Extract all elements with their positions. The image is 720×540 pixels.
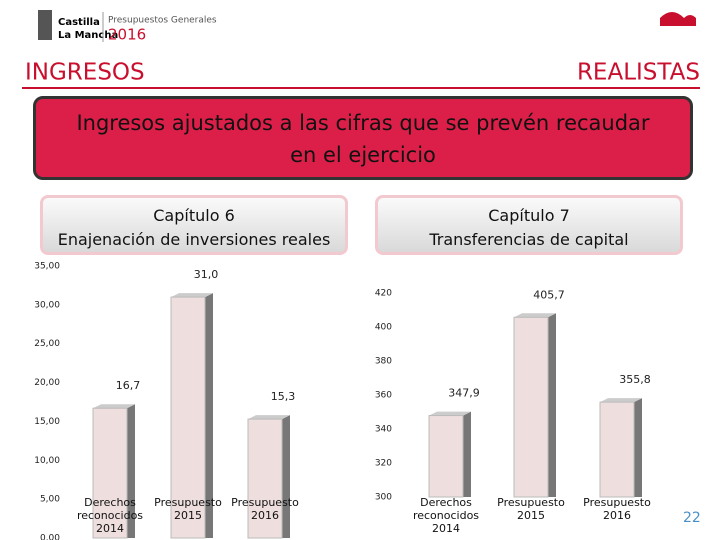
y-tick-label: 15,00 [34,417,60,427]
y-tick-label: 25,00 [34,339,60,349]
y-tick-label: 320 [375,459,392,469]
data-label: 405,7 [533,288,565,301]
y-tick-label: 340 [375,425,392,435]
bar-side [548,313,556,497]
bar-top [248,415,290,420]
emblem [660,12,696,26]
section-right: REALISTAS [577,60,700,86]
chart-subtitle: Enajenación de inversiones reales [57,230,331,249]
x-tick-label: Derechos reconocidos 2014 [412,496,480,535]
data-label: 347,9 [448,387,480,400]
bar [247,418,283,539]
y-tick-label: 420 [375,289,392,299]
bar [92,407,128,539]
y-tick-label: 300 [375,493,392,503]
bar-top [514,313,556,318]
bar-top [93,404,135,409]
section-left: INGRESOS [25,60,145,86]
bar [513,316,549,498]
chart-title-box: Capítulo 7 Transferencias de capital [375,195,683,255]
bar-side [463,411,471,497]
x-tick-label: Presupuesto 2016 [583,496,651,522]
bar-side [634,398,642,497]
chart-subtitle: Transferencias de capital [429,230,629,249]
x-tick-label: Derechos reconocidos 2014 [76,496,144,535]
header-year: 2016 [108,26,146,44]
data-label: 15,3 [271,390,296,403]
chart-title: Capítulo 6 [153,206,235,225]
y-tick-label: 0,00 [40,534,60,540]
logo-text: La Mancha [58,30,118,41]
page-number: 22 [683,510,701,526]
y-tick-label: 10,00 [34,456,60,466]
chart-title-box: Capítulo 6 Enajenación de inversiones rea… [40,195,348,255]
x-tick-label: Presupuesto 2015 [154,496,222,522]
bar-side [205,293,213,538]
bar [599,401,635,498]
y-tick-label: 35,00 [34,262,60,272]
y-tick-label: 30,00 [34,300,60,310]
bar-top [171,293,213,298]
bar-top [429,411,471,416]
data-label: 31,0 [194,268,219,281]
x-tick-label: Presupuesto 2015 [497,496,565,522]
y-tick-label: 400 [375,323,392,333]
bar-side [127,404,135,538]
bar [428,415,464,498]
bar-side [282,415,290,538]
y-tick-label: 380 [375,357,392,367]
data-label: 16,7 [116,379,141,392]
logo-icon [38,10,52,40]
y-tick-label: 360 [375,391,392,401]
y-tick-label: 5,00 [40,495,60,505]
banner: Ingresos ajustados a las cifras que se p… [33,96,693,180]
y-tick-label: 20,00 [34,378,60,388]
logo-text: Castilla [58,17,100,28]
chart-title: Capítulo 7 [488,206,570,225]
data-label: 355,8 [619,373,651,386]
bar [170,296,206,539]
header-subtitle: Presupuestos Generales [108,16,217,26]
bar-top [600,398,642,403]
x-tick-label: Presupuesto 2016 [231,496,299,522]
